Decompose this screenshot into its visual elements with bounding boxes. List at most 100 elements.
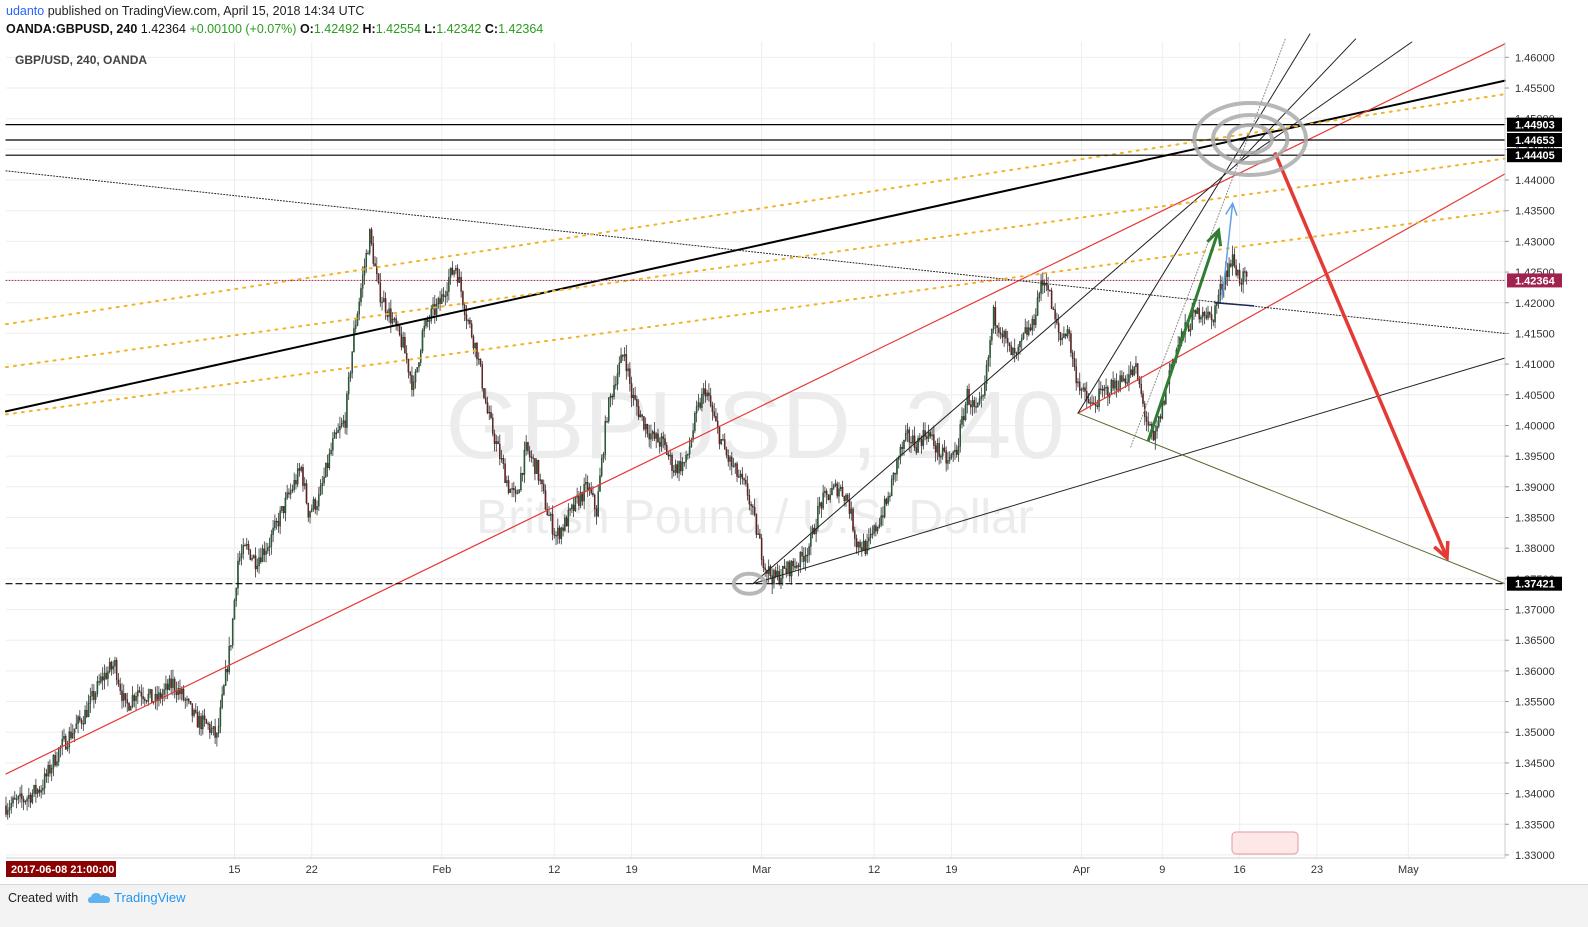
trend-line[interactable] [5, 93, 1506, 326]
candle [987, 357, 990, 366]
trend-line[interactable] [5, 170, 1506, 334]
candle [358, 301, 360, 315]
candle [293, 480, 295, 490]
candle [1163, 400, 1165, 405]
tradingview-link[interactable]: TradingView [88, 890, 186, 905]
candle [492, 417, 494, 434]
candle [1212, 319, 1215, 323]
candle [1057, 322, 1060, 333]
trend-line[interactable] [5, 79, 1506, 413]
candle [72, 733, 74, 739]
trend-line[interactable] [1214, 302, 1255, 307]
candle [1205, 315, 1208, 319]
candle [678, 461, 680, 474]
candle [321, 482, 324, 487]
symbol-name[interactable]: OANDA:GBPUSD, 240 [6, 22, 138, 36]
candle [1207, 311, 1209, 319]
candle [720, 439, 722, 445]
candle [1147, 421, 1150, 426]
candle [75, 723, 78, 729]
arrow-shaft[interactable] [1146, 229, 1220, 442]
candle [253, 555, 255, 559]
candle [68, 731, 71, 748]
arrow-shaft[interactable] [1221, 203, 1234, 300]
candle [5, 805, 7, 815]
candle [667, 454, 670, 457]
low-value: 1.42342 [436, 22, 482, 36]
trend-line[interactable] [1077, 412, 1506, 585]
target-circle[interactable] [1192, 100, 1308, 177]
candle [17, 796, 20, 800]
open-label: O: [299, 22, 314, 36]
candle [984, 383, 986, 396]
candle [674, 464, 677, 473]
candle [70, 731, 72, 739]
candle [202, 715, 204, 730]
candle [908, 429, 911, 443]
candle [688, 446, 691, 455]
candle [541, 479, 543, 485]
y-tick-label: 1.35000 [1515, 727, 1555, 739]
x-tick-label: 9 [1159, 864, 1165, 876]
target-circle[interactable] [1226, 122, 1274, 155]
author-link[interactable]: udanto [6, 4, 45, 18]
candle [119, 684, 121, 691]
candle [21, 793, 23, 800]
candle [474, 342, 476, 349]
candle [1231, 254, 1234, 267]
high-label: H: [362, 22, 376, 36]
candle [890, 479, 893, 497]
candle [1103, 387, 1106, 391]
candle [383, 298, 385, 303]
candle [567, 510, 570, 527]
candle [166, 683, 169, 690]
trend-line[interactable] [1077, 173, 1506, 414]
candle [361, 274, 364, 289]
candle [558, 527, 561, 539]
arrow-head[interactable] [1206, 227, 1223, 247]
candle [1114, 380, 1116, 389]
candle [289, 490, 292, 495]
trend-line[interactable] [1235, 41, 1413, 166]
candle [52, 755, 55, 769]
candle [87, 703, 90, 717]
candle [521, 473, 524, 475]
candle [699, 402, 701, 408]
candle [1063, 333, 1065, 339]
candle [456, 268, 459, 283]
candle [346, 393, 348, 428]
trend-line[interactable] [1130, 38, 1286, 448]
candle [91, 691, 93, 697]
candle [801, 552, 803, 557]
target-circle[interactable] [731, 571, 767, 596]
arrow-head[interactable] [1225, 201, 1238, 216]
trend-line[interactable] [5, 43, 1506, 775]
price-label: 1.44405 [1515, 150, 1555, 162]
candle [130, 706, 132, 711]
candle [86, 709, 88, 717]
candle [557, 527, 559, 536]
x-tick-label: 12 [868, 864, 880, 876]
economic-events-icon[interactable] [1231, 831, 1299, 855]
candle [528, 450, 531, 457]
trend-line[interactable] [752, 164, 1237, 585]
candle [938, 443, 940, 457]
candle [159, 692, 162, 699]
candle [692, 430, 694, 440]
target-circle[interactable] [1210, 112, 1290, 165]
candle [520, 473, 522, 491]
candle [702, 388, 705, 395]
trend-line[interactable] [1077, 33, 1311, 414]
arrow-head[interactable] [1433, 540, 1450, 562]
candle [108, 662, 111, 672]
candle [149, 689, 151, 695]
trend-line[interactable] [1235, 38, 1357, 166]
candle [98, 681, 100, 683]
candle [1115, 380, 1118, 390]
arrow-shaft[interactable] [1273, 151, 1449, 559]
candle [316, 506, 318, 510]
candle [263, 548, 266, 555]
candle [105, 672, 107, 679]
